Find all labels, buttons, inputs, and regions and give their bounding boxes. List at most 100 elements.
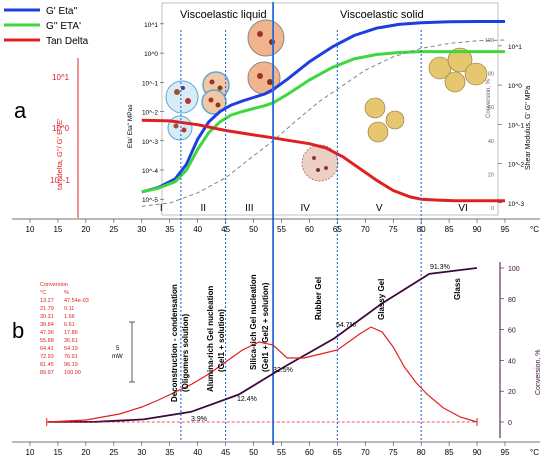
region-title-solid: Viscoelastic solid bbox=[340, 9, 424, 21]
conversion-tick-label-b: 20 bbox=[508, 389, 516, 396]
conversion-tick-label-a: 40 bbox=[488, 139, 494, 145]
series-line-conversion-b bbox=[48, 267, 478, 423]
table-cell-pct: 100.00 bbox=[64, 370, 81, 376]
stage-labels: I II III IV V VI bbox=[160, 203, 468, 214]
right-tick-label: 10^-2 bbox=[508, 162, 524, 169]
inner-axis-label: Eta' Eta'' MPas bbox=[127, 104, 134, 148]
table-cell-pct: 54.19 bbox=[64, 346, 78, 352]
stage-label: III bbox=[245, 203, 253, 214]
conversion-tick-label-b: 100 bbox=[508, 266, 520, 273]
table-cell-pct: 17.86 bbox=[64, 330, 78, 336]
left-tick-1: 10^1 bbox=[52, 73, 70, 82]
x-tick-label: 40 bbox=[193, 225, 202, 234]
table-cell-temp: 55.88 bbox=[40, 338, 54, 344]
glass-spheres-icon bbox=[428, 47, 488, 93]
x-tick-label: 55 bbox=[277, 448, 286, 457]
table-cell-pct: 96.19 bbox=[64, 362, 78, 368]
conversion-tick-label-b: 0 bbox=[508, 420, 512, 427]
x-tick-label: 60 bbox=[305, 448, 314, 457]
panel-a: a G' Eta'' G'' ETA' Tan Delta tan delta,… bbox=[4, 2, 532, 218]
x-unit-label: °C bbox=[530, 225, 539, 234]
x-tick-label: 50 bbox=[249, 225, 258, 234]
table-cell-pct: 0.11 bbox=[64, 306, 74, 312]
x-tick-label: 25 bbox=[109, 448, 118, 457]
conversion-ticks-b: 0 20 40 60 80 100 bbox=[500, 266, 520, 427]
x-tick-label: 35 bbox=[165, 225, 174, 234]
table-cell-temp: 89.97 bbox=[40, 370, 54, 376]
x-tick-label: 85 bbox=[445, 225, 454, 234]
x-tick-label: 10 bbox=[26, 225, 35, 234]
stage-label: IV bbox=[300, 203, 310, 214]
x-tick-label: 20 bbox=[81, 225, 90, 234]
inner-ticks: 10^1 10^0 10^-1 10^-2 10^-3 10^-4 10^-5 bbox=[142, 22, 164, 204]
stage-label: I bbox=[160, 203, 163, 214]
left-tick-3: 10^-1 bbox=[50, 176, 70, 185]
conversion-mark-5: 91.3% bbox=[430, 264, 450, 271]
stage-label: II bbox=[200, 203, 206, 214]
stage-label: VI bbox=[458, 203, 467, 214]
x-tick-label: 55 bbox=[277, 225, 286, 234]
inner-tick-label: 10^-3 bbox=[142, 139, 158, 146]
table-cell-temp: 47.36 bbox=[40, 330, 54, 336]
conversion-mark-4: 54.7% bbox=[336, 322, 356, 329]
series-line-conversion-a bbox=[141, 39, 506, 207]
table-cell-temp: 13.27 bbox=[40, 298, 54, 304]
table-title: Conversion bbox=[40, 282, 68, 288]
table-unit-pct: % bbox=[64, 290, 69, 296]
right-tick-label: 10^1 bbox=[508, 44, 522, 51]
x-axis-b: 10 15 20 25 30 35 40 45 50 55 60 65 70 75 80 85 90 95 °C bbox=[12, 441, 540, 457]
inner-tick-label: 10^-5 bbox=[142, 197, 158, 204]
x-tick-label: 80 bbox=[417, 448, 426, 457]
x-tick-label: 40 bbox=[193, 448, 202, 457]
inner-tick-label: 10^1 bbox=[144, 22, 158, 29]
series-line-g-double-prime bbox=[141, 50, 505, 194]
conversion-tick-label-a: 100 bbox=[485, 38, 494, 44]
region-title-liquid: Viscoelastic liquid bbox=[180, 9, 267, 21]
x-tick-label: 90 bbox=[473, 448, 482, 457]
series-b bbox=[46, 267, 478, 426]
conversion-mark-3: 32.5% bbox=[273, 367, 293, 374]
table-cell-pct: 76.91 bbox=[64, 354, 78, 360]
scale-bar-unit: mW bbox=[112, 354, 123, 360]
glassy-gel-spheres-icon bbox=[364, 97, 405, 143]
phase-label-oligomers: (Oligomers solution) bbox=[181, 313, 190, 392]
scale-bar-value: 5 bbox=[116, 346, 120, 352]
phase-label-rubber: Rubber Gel bbox=[314, 277, 323, 320]
legend-label-tan-delta: Tan Delta bbox=[46, 36, 89, 47]
legend-label-g-prime: G' Eta'' bbox=[46, 6, 77, 17]
x-tick-label: 15 bbox=[53, 448, 62, 457]
x-axis-a: 10 15 20 25 30 35 40 45 50 55 60 65 70 75 80 85 90 95 °C bbox=[12, 218, 540, 234]
x-tick-label: 90 bbox=[473, 225, 482, 234]
plot-area-a bbox=[161, 2, 499, 216]
conversion-tick-label-a: 60 bbox=[488, 105, 494, 111]
right-axis-label: Shear Modulus, G' G'' MPa bbox=[525, 86, 532, 170]
x-tick-label: 20 bbox=[81, 448, 90, 457]
right-tick-label: 10^0 bbox=[508, 83, 522, 90]
conversion-tick-label-b: 60 bbox=[508, 328, 516, 335]
legend-label-g-double-prime: G'' ETA' bbox=[46, 21, 81, 32]
series-line-dsc bbox=[46, 326, 478, 423]
x-tick-label: 70 bbox=[361, 225, 370, 234]
x-tick-label: 70 bbox=[361, 448, 370, 457]
x-tick-label: 45 bbox=[221, 448, 230, 457]
table-cell-pct: 6.61 bbox=[64, 322, 75, 328]
x-tick-label: 30 bbox=[137, 225, 146, 234]
stage-label: V bbox=[376, 203, 383, 214]
conversion-table: Conversion °C % 13.27 47.54e-03 21.79 0.11 3… bbox=[40, 282, 89, 376]
x-tick-label: 60 bbox=[305, 225, 314, 234]
table-cell-temp: 21.79 bbox=[40, 306, 54, 312]
conversion-axis-label-b: Conversion, % bbox=[535, 349, 542, 395]
x-tick-label: 85 bbox=[445, 448, 454, 457]
inner-tick-label: 10^-2 bbox=[142, 110, 158, 117]
conversion-mark-1: 3.9% bbox=[191, 416, 207, 423]
panel-a-label: a bbox=[14, 98, 27, 123]
table-unit-temp: °C bbox=[40, 290, 46, 296]
conversion-tick-label-b: 80 bbox=[508, 297, 516, 304]
table-cell-pct: 1.66 bbox=[64, 314, 75, 320]
left-tick-2: 10^0 bbox=[52, 124, 70, 133]
series-line-g-prime bbox=[141, 20, 505, 194]
x-tick-label: 35 bbox=[165, 448, 174, 457]
x-unit-label: °C bbox=[530, 448, 539, 457]
conversion-tick-label-b: 40 bbox=[508, 358, 516, 365]
table-cell-temp: 72.93 bbox=[40, 354, 54, 360]
